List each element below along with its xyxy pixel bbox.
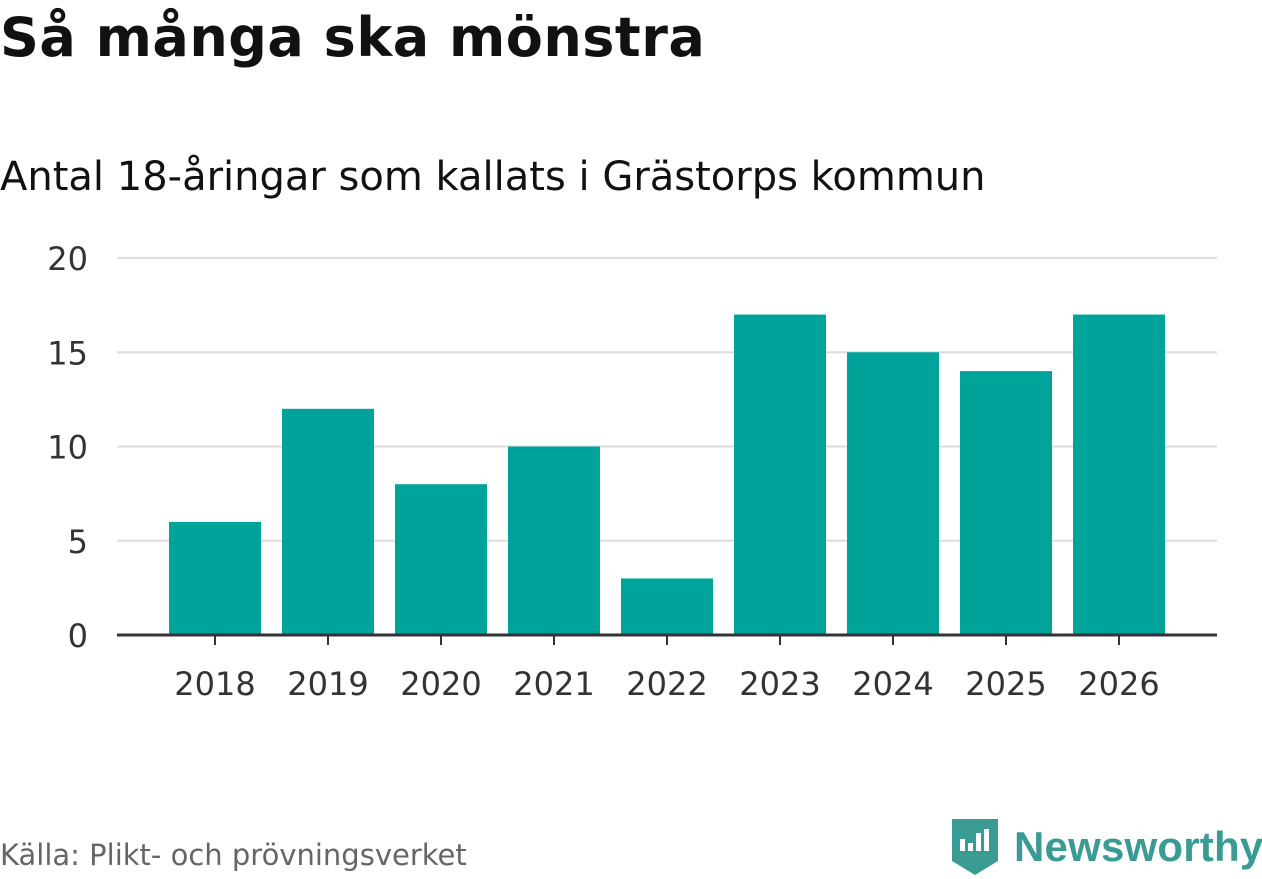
bar-2020 <box>395 484 487 635</box>
brand-name: Newsworthy <box>1014 823 1262 870</box>
x-tick-label: 2023 <box>739 665 820 703</box>
x-tick-label: 2018 <box>174 665 255 703</box>
x-tick-label: 2021 <box>513 665 594 703</box>
brand-logo: Newsworthy <box>950 817 1262 877</box>
bar-2019 <box>282 408 374 635</box>
x-tick-label: 2024 <box>852 665 933 703</box>
y-tick-label: 15 <box>47 334 88 372</box>
x-tick-label: 2026 <box>1078 665 1159 703</box>
chart-subtitle: Antal 18-åringar som kallats i Grästorps… <box>0 154 986 200</box>
x-tick-label: 2020 <box>400 665 481 703</box>
chart-title: Så många ska mönstra <box>0 6 706 69</box>
x-tick-label: 2022 <box>626 665 707 703</box>
newsworthy-logo-icon <box>952 819 998 875</box>
bar-2022 <box>621 578 713 635</box>
source-note: Källa: Plikt- och prövningsverket <box>0 838 467 872</box>
bar-2018 <box>169 521 261 635</box>
y-tick-label: 5 <box>68 523 88 561</box>
y-tick-label: 10 <box>47 429 88 467</box>
bar-2024 <box>847 352 939 635</box>
bar-2026 <box>1073 314 1165 635</box>
x-tick-label: 2025 <box>965 665 1046 703</box>
x-tick-label: 2019 <box>287 665 368 703</box>
bar-2025 <box>960 371 1052 635</box>
y-tick-label: 0 <box>68 617 88 655</box>
y-tick-label: 20 <box>47 240 88 278</box>
bar-2023 <box>734 314 826 635</box>
bar-2021 <box>508 446 600 635</box>
